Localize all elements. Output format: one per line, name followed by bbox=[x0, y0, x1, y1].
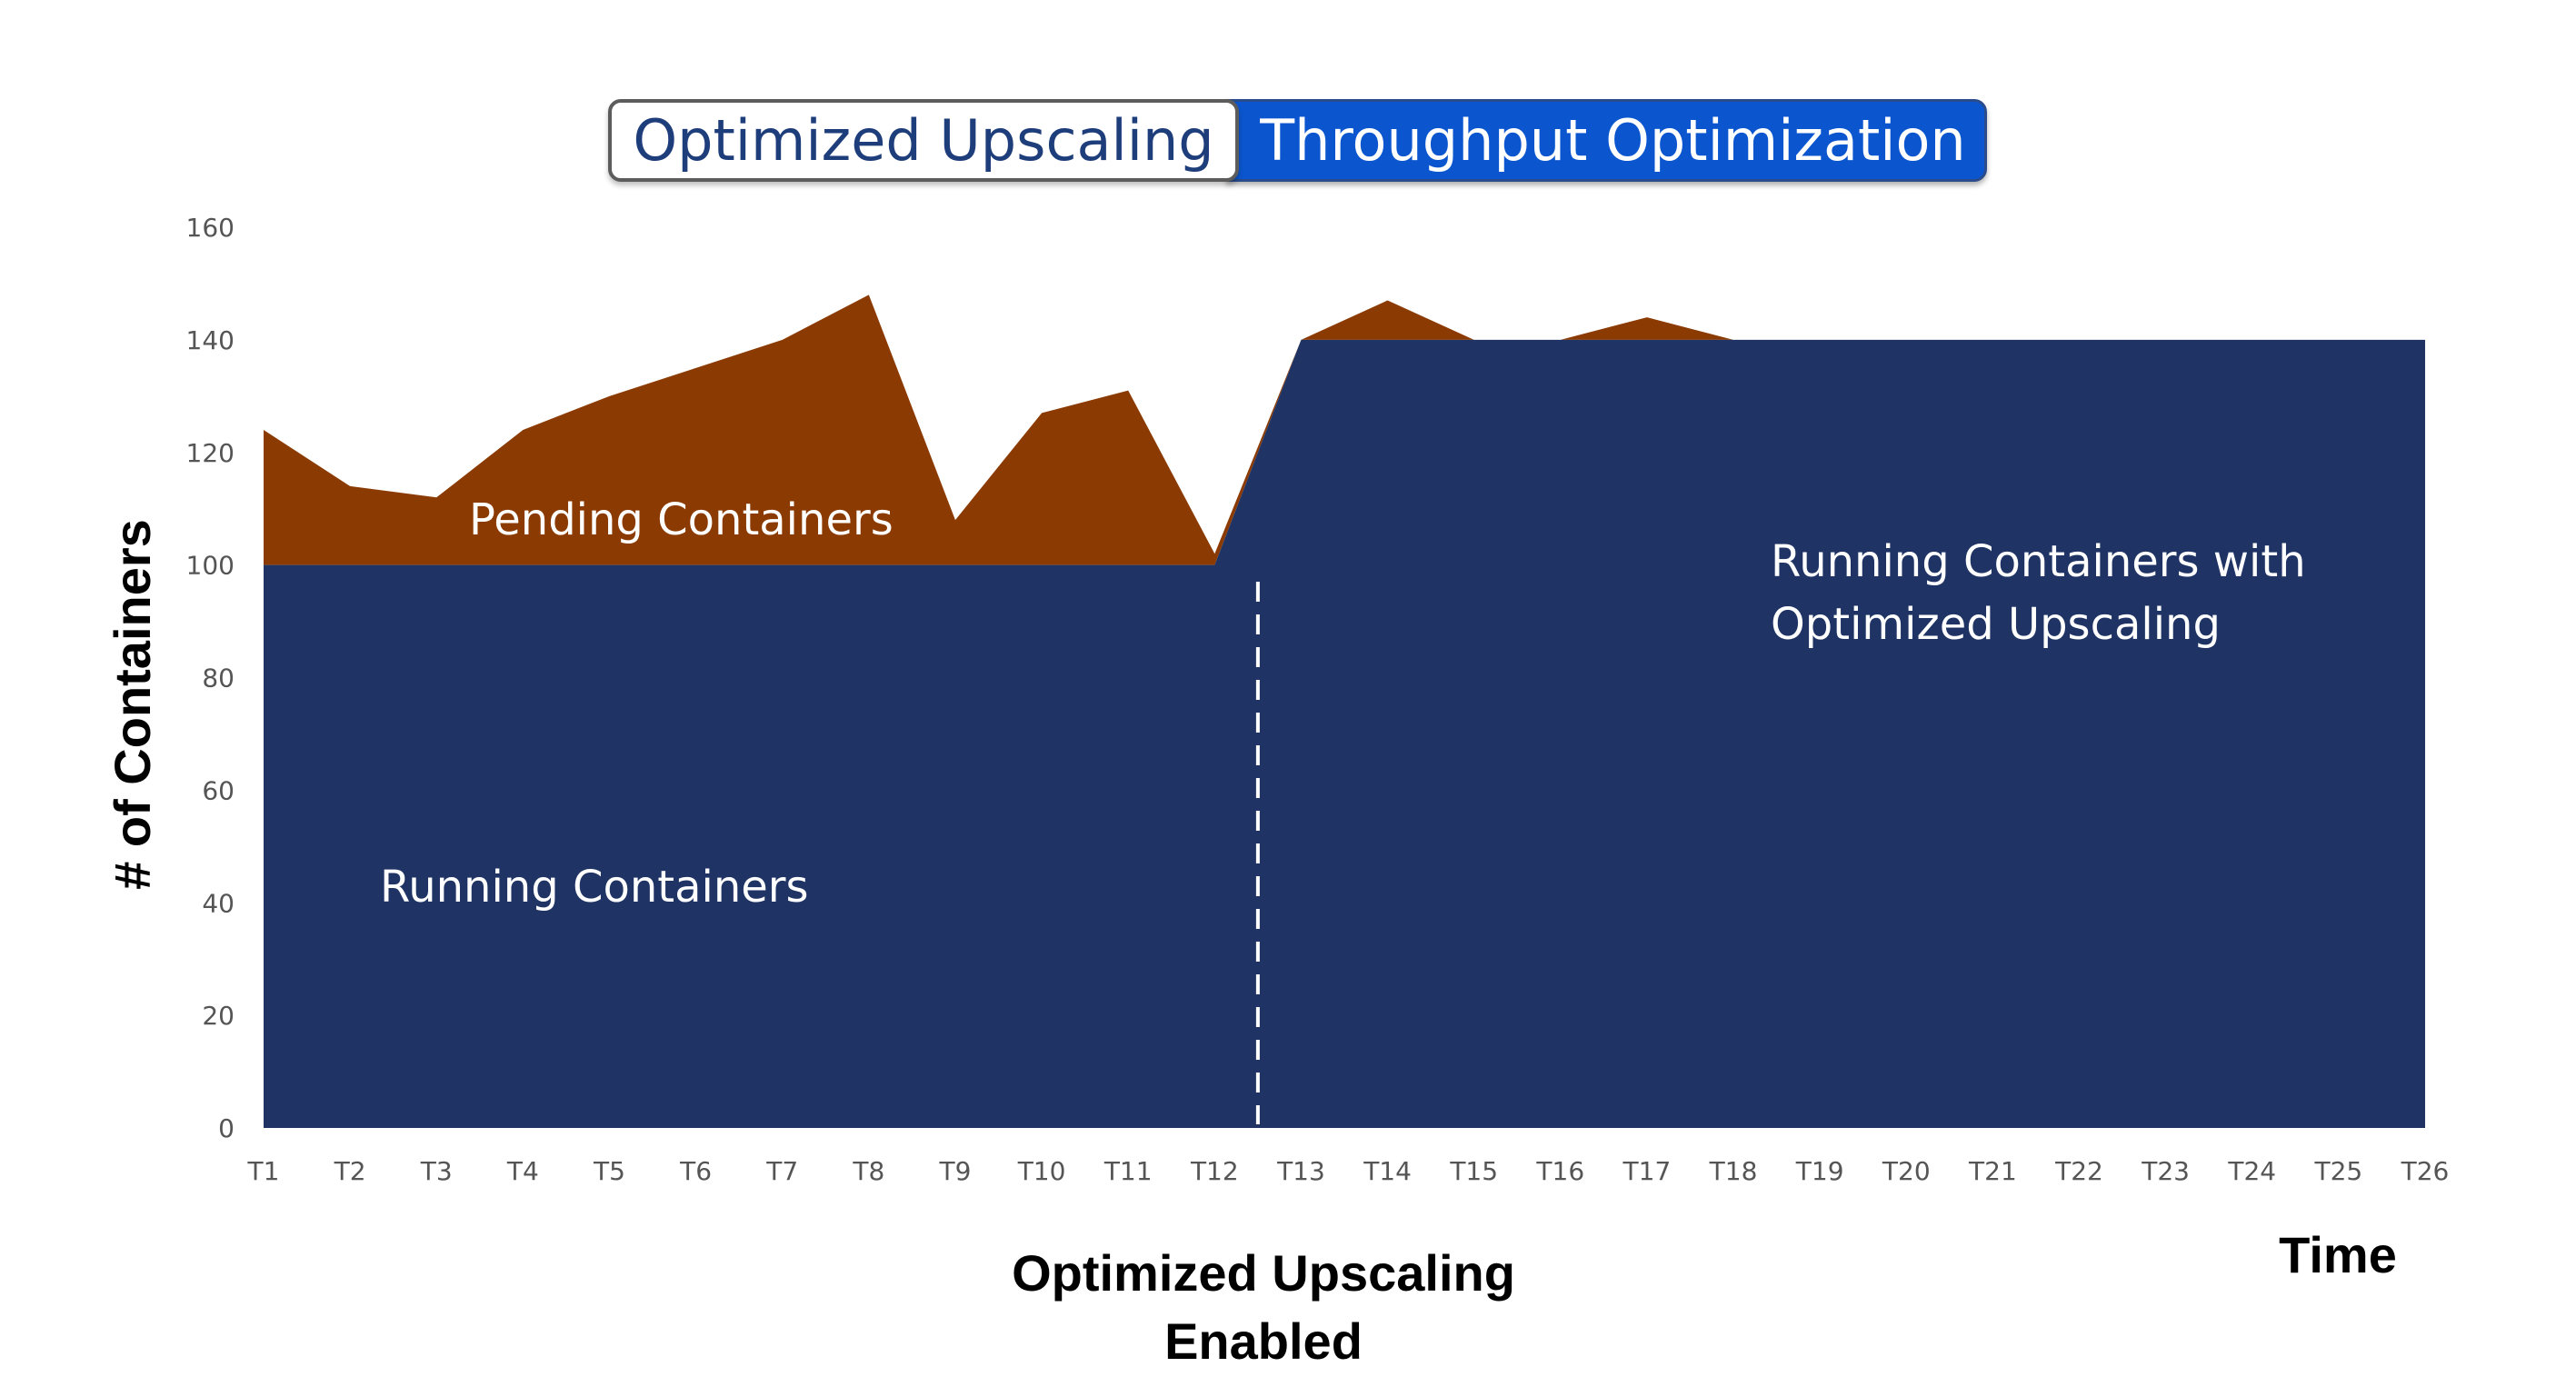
x-tick-label: T25 bbox=[2314, 1156, 2363, 1186]
x-tick-label: T15 bbox=[1449, 1156, 1498, 1186]
y-tick-label: 80 bbox=[202, 664, 235, 694]
x-axis-ticks: T1 T2 T3 T4 T5 T6 T7 T8 T9 T10 T11 T12 T13 T14 T15 T16 T… bbox=[247, 1156, 2450, 1186]
x-tick-label: T21 bbox=[1968, 1156, 2017, 1186]
x-tick-label: T13 bbox=[1276, 1156, 1325, 1186]
x-tick-label: T26 bbox=[2401, 1156, 2450, 1186]
x-tick-label: T14 bbox=[1363, 1156, 1412, 1186]
marker-label-line1: Optimized Upscaling bbox=[1012, 1244, 1515, 1302]
y-tick-label: 120 bbox=[186, 438, 235, 468]
marker-label-line2: Enabled bbox=[1164, 1312, 1363, 1370]
running-containers-label: Running Containers bbox=[380, 862, 809, 913]
x-tick-label: T2 bbox=[334, 1156, 366, 1186]
x-tick-label: T22 bbox=[2054, 1156, 2103, 1186]
x-tick-label: T9 bbox=[938, 1156, 971, 1186]
x-tick-label: T17 bbox=[1622, 1156, 1672, 1186]
x-tick-label: T1 bbox=[247, 1156, 280, 1186]
y-tick-label: 140 bbox=[186, 325, 235, 355]
pending-containers-area bbox=[264, 294, 2425, 565]
x-tick-label: T18 bbox=[1709, 1156, 1758, 1186]
x-tick-label: T24 bbox=[2227, 1156, 2276, 1186]
mode-toggle: Optimized Upscaling Throughput Optimizat… bbox=[608, 99, 1987, 185]
y-axis-ticks: 0 20 40 60 80 100 120 140 160 bbox=[186, 213, 235, 1143]
optimized-running-label-line2: Optimized Upscaling bbox=[1771, 599, 2221, 650]
running-containers-area bbox=[264, 339, 2425, 1128]
x-tick-label: T12 bbox=[1190, 1156, 1239, 1186]
y-axis-label: # of Containers bbox=[104, 519, 161, 890]
y-tick-label: 0 bbox=[218, 1113, 235, 1143]
optimized-running-label-line1: Running Containers with bbox=[1771, 536, 2306, 587]
x-tick-label: T23 bbox=[2141, 1156, 2190, 1186]
tab-optimized-upscaling[interactable]: Optimized Upscaling bbox=[608, 99, 1239, 182]
x-tick-label: T8 bbox=[852, 1156, 884, 1186]
x-tick-label: T7 bbox=[765, 1156, 798, 1186]
x-tick-label: T4 bbox=[506, 1156, 539, 1186]
y-tick-label: 20 bbox=[202, 1001, 235, 1031]
x-axis-label: Time bbox=[2279, 1226, 2397, 1283]
y-tick-label: 100 bbox=[186, 551, 235, 581]
x-tick-label: T11 bbox=[1103, 1156, 1153, 1186]
x-tick-label: T5 bbox=[593, 1156, 625, 1186]
x-tick-label: T16 bbox=[1535, 1156, 1584, 1186]
y-tick-label: 60 bbox=[202, 775, 235, 805]
x-tick-label: T20 bbox=[1882, 1156, 1931, 1186]
tab-throughput-optimization[interactable]: Throughput Optimization bbox=[1226, 99, 1987, 182]
x-tick-label: T10 bbox=[1017, 1156, 1066, 1186]
chart-areas bbox=[264, 294, 2425, 1128]
y-tick-label: 40 bbox=[202, 888, 235, 918]
x-tick-label: T19 bbox=[1795, 1156, 1844, 1186]
x-tick-label: T6 bbox=[679, 1156, 712, 1186]
y-tick-label: 160 bbox=[186, 213, 235, 243]
pending-containers-label: Pending Containers bbox=[469, 494, 894, 545]
x-tick-label: T3 bbox=[420, 1156, 453, 1186]
